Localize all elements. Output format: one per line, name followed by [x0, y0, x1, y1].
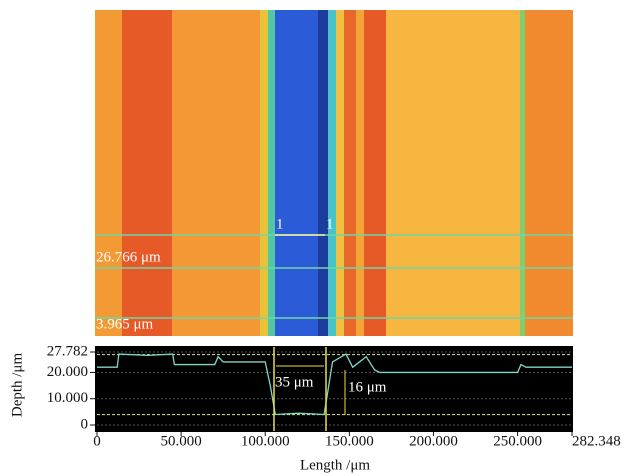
- y-tick-label: 0: [81, 416, 89, 432]
- x-tick-label: 50.000: [160, 433, 201, 449]
- level-label: 26.766 μm: [96, 249, 161, 265]
- micrograph: [95, 10, 573, 336]
- marker-label: 1: [276, 216, 284, 232]
- x-tick-label: 100.000: [241, 433, 290, 449]
- profile-line: [97, 353, 572, 416]
- marker-label: 1: [326, 216, 334, 232]
- x-tick-label: 150.000: [325, 433, 374, 449]
- y-axis-label: Depth /μm: [9, 353, 25, 418]
- x-axis-label: Length /μm: [300, 457, 370, 473]
- level-label: 3.965 μm: [96, 316, 154, 332]
- y-tick-label: 27.782: [47, 343, 88, 359]
- x-tick-label: 250.000: [493, 433, 542, 449]
- profile-panel: [95, 346, 573, 432]
- y-tick-label: 10.000: [47, 390, 88, 406]
- x-tick-label: 0: [93, 433, 101, 449]
- x-tick-label: 282.348: [572, 433, 621, 449]
- x-tick-label: 200.000: [409, 433, 458, 449]
- annotation: 16 μm: [348, 379, 387, 395]
- annotation: 35 μm: [275, 374, 314, 390]
- y-tick-label: 20.000: [47, 364, 88, 380]
